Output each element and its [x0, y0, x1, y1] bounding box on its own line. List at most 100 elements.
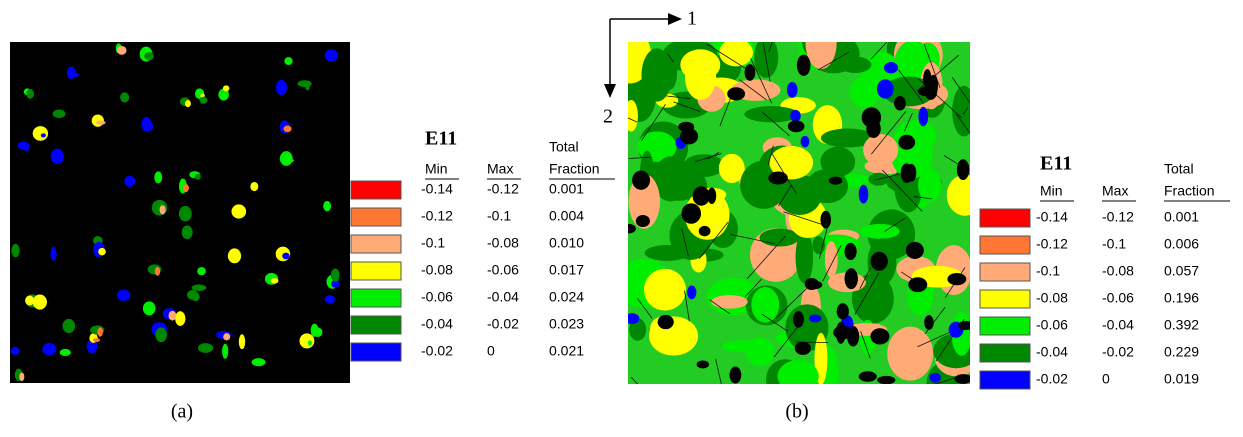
legend-fraction: 0.017: [549, 262, 584, 278]
legend-min: -0.06: [1036, 317, 1068, 333]
patch: [952, 85, 970, 137]
patch: [887, 326, 934, 381]
grain-boundary: [768, 145, 774, 165]
legend-swatch: [979, 370, 1031, 390]
grain: [59, 348, 71, 357]
legend-max: -0.02: [487, 316, 519, 332]
legend-fraction: 0.021: [549, 343, 584, 359]
particle: [898, 134, 916, 150]
legend-min: -0.08: [1036, 290, 1068, 306]
grain-boundary: [666, 95, 691, 99]
grain: [124, 175, 136, 187]
grain-boundary: [630, 376, 639, 384]
grain: [222, 85, 230, 92]
grain: [218, 88, 229, 101]
particle: [678, 121, 695, 132]
particle: [908, 277, 928, 293]
legend-min: -0.1: [1036, 263, 1060, 279]
grain: [184, 100, 191, 108]
grain: [307, 340, 312, 346]
legend-swatch: [979, 235, 1031, 255]
grain: [19, 372, 25, 382]
particle: [877, 375, 896, 384]
legend-fraction: 0.001: [1164, 209, 1199, 225]
patch: [653, 156, 688, 202]
legend-max: -0.12: [1102, 209, 1134, 225]
patch: [805, 42, 837, 70]
grain-boundary: [715, 359, 722, 384]
grain-boundary: [860, 331, 871, 359]
patch: [863, 133, 899, 167]
grain-boundary: [641, 104, 666, 141]
grain: [181, 225, 193, 240]
grain-boundary: [923, 44, 941, 88]
patch: [790, 109, 801, 123]
particle: [858, 371, 877, 382]
legend-swatch: [350, 288, 402, 308]
patch: [839, 56, 872, 74]
patch: [721, 340, 766, 353]
grain: [194, 173, 201, 180]
patch: [824, 241, 838, 278]
grain: [324, 49, 339, 62]
legend-title: E11: [1040, 153, 1072, 175]
legend-fraction: 0.024: [549, 289, 584, 305]
axis-label: 2: [603, 106, 613, 128]
grain: [40, 133, 46, 138]
patch: [628, 99, 638, 132]
legend-min: -0.06: [421, 289, 453, 305]
grain-boundary: [739, 79, 767, 101]
legend-swatch: [979, 289, 1031, 309]
legend-swatch: [350, 207, 402, 227]
patch: [759, 228, 800, 247]
grain: [324, 295, 336, 304]
particle: [905, 163, 917, 182]
legend-max: 0: [1102, 371, 1110, 387]
particle: [847, 325, 860, 347]
grain: [330, 268, 340, 282]
grain: [331, 279, 340, 288]
patch: [918, 106, 929, 127]
particle: [696, 360, 709, 369]
particle: [657, 314, 674, 330]
grain: [145, 122, 154, 131]
grain-boundary: [768, 42, 773, 53]
grain-boundary: [746, 235, 786, 280]
grain: [116, 289, 131, 301]
patch: [806, 168, 849, 204]
grains-a: [10, 43, 340, 382]
particle: [870, 251, 888, 271]
grain: [275, 79, 288, 96]
legend-min: -0.04: [421, 316, 453, 332]
grains-b: [628, 42, 970, 384]
patch: [777, 360, 819, 384]
grain-boundary: [750, 58, 773, 104]
grain: [305, 80, 310, 91]
grain: [96, 120, 106, 125]
grain-boundary: [761, 313, 789, 332]
grain: [282, 252, 290, 260]
legend-header: Fraction: [1164, 183, 1215, 199]
grain: [155, 327, 168, 343]
legend-fraction: 0.001: [549, 181, 584, 197]
grain: [284, 158, 295, 163]
grain: [42, 342, 57, 356]
legend-max: 0: [487, 343, 495, 359]
patch: [820, 128, 875, 148]
grain: [32, 126, 49, 141]
grain-boundary: [951, 77, 970, 104]
patch: [687, 285, 697, 300]
axis-label: 1: [687, 8, 697, 30]
particle: [787, 120, 805, 133]
legend-min: -0.02: [1036, 371, 1068, 387]
grain-boundary: [778, 184, 793, 207]
grain: [10, 346, 20, 355]
particle: [794, 341, 811, 355]
legend-header: Total: [1164, 161, 1194, 177]
legend-fraction: 0.023: [549, 316, 584, 332]
legend-min: -0.04: [1036, 344, 1068, 360]
particle: [744, 64, 756, 81]
grain: [182, 184, 189, 193]
legend-min: -0.12: [1036, 236, 1068, 252]
